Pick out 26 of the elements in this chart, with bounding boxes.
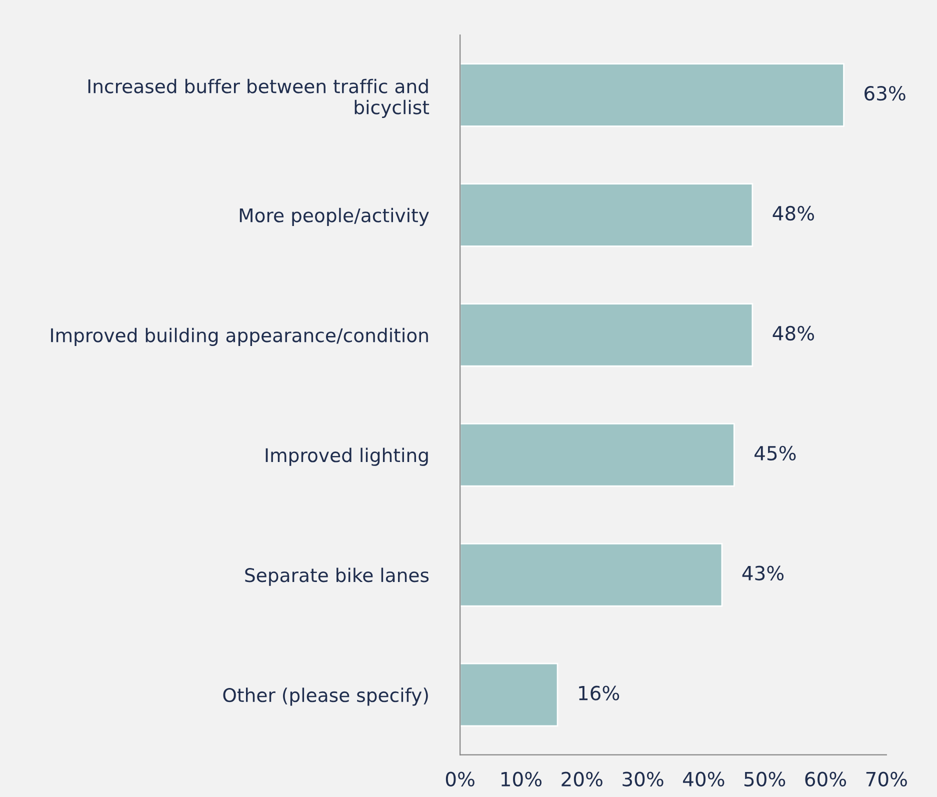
- data-label: 45%: [754, 446, 796, 461]
- bar: [460, 183, 754, 247]
- data-label: 16%: [579, 686, 620, 700]
- bar: [460, 542, 723, 607]
- x-tick-label: 30%: [622, 772, 664, 786]
- data-label: 48%: [772, 206, 814, 221]
- x-tick-label: 50%: [744, 772, 786, 786]
- y-tick-label: Other (please specify): [223, 688, 428, 706]
- x-tick-label: 60%: [805, 772, 846, 786]
- data-label: 43%: [742, 566, 784, 580]
- y-tick-label: Separate bike lanes: [245, 568, 429, 586]
- y-tick-label: Increased buffer between traffic and bicyclist: [88, 78, 430, 118]
- y-tick-label: Improved building appearance/condition: [51, 328, 428, 346]
- bar: [460, 63, 844, 127]
- x-tick-label: 70%: [866, 772, 907, 786]
- y-tick-label: More people/activity: [240, 208, 429, 226]
- x-tick-label: 20%: [562, 772, 602, 786]
- bar: [460, 662, 558, 727]
- x-tick-label: 10%: [502, 772, 542, 786]
- bar: [460, 303, 754, 367]
- x-tick-label: 40%: [683, 772, 724, 786]
- data-label: 63%: [864, 86, 906, 101]
- x-tick-label: 0%: [446, 772, 474, 786]
- bar: [460, 423, 735, 487]
- data-label: 48%: [772, 326, 814, 341]
- y-tick-label: Improved lighting: [266, 448, 428, 466]
